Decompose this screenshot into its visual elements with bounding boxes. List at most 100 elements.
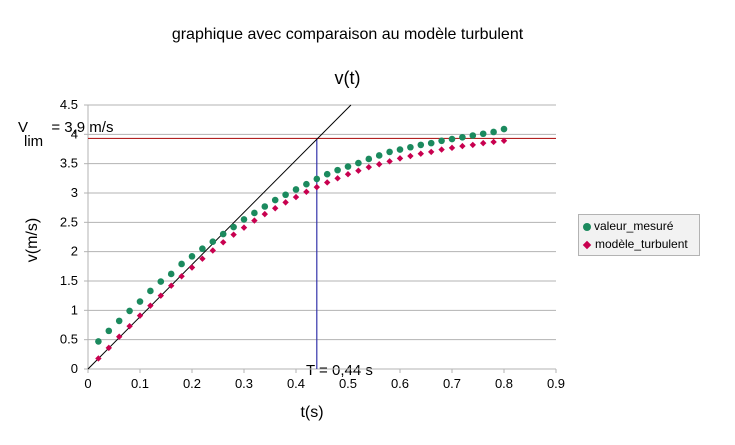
- point-modele-turbulent: [334, 175, 341, 182]
- point-valeur-mesure: [438, 137, 445, 145]
- x-tick-label: 0.3: [235, 376, 253, 391]
- legend-label-measured: valeur_mesuré: [594, 219, 674, 233]
- point-modele-turbulent: [157, 292, 164, 299]
- point-valeur-mesure: [344, 163, 352, 170]
- tangent-line: [87, 104, 352, 370]
- point-modele-turbulent: [376, 161, 383, 168]
- point-modele-turbulent: [344, 171, 352, 178]
- point-modele-turbulent: [428, 148, 435, 156]
- point-valeur-mesure: [448, 135, 456, 143]
- chart-title: v(t): [334, 68, 361, 88]
- point-valeur-mesure: [375, 152, 383, 159]
- point-modele-turbulent: [459, 142, 466, 150]
- point-modele-turbulent: [417, 150, 424, 157]
- point-valeur-mesure: [479, 130, 487, 138]
- vlim-value: = 3,9 m/s: [47, 119, 114, 136]
- point-modele-turbulent: [136, 312, 144, 319]
- point-modele-turbulent: [220, 239, 227, 246]
- point-modele-turbulent: [116, 333, 123, 340]
- point-valeur-mesure: [417, 141, 425, 149]
- point-valeur-mesure: [261, 203, 269, 210]
- point-modele-turbulent: [126, 322, 133, 330]
- legend-circle-icon: [583, 222, 591, 231]
- point-valeur-mesure: [386, 148, 393, 156]
- x-tick-label: 0.9: [547, 376, 565, 391]
- point-modele-turbulent: [240, 224, 248, 231]
- y-tick-label: 3.5: [60, 156, 78, 171]
- y-tick-label: 4: [71, 126, 78, 141]
- point-valeur-mesure: [126, 307, 133, 315]
- point-modele-turbulent: [178, 273, 185, 280]
- point-modele-turbulent: [448, 144, 456, 152]
- x-tick-label: 0: [84, 376, 91, 391]
- x-axis-label: t(s): [300, 404, 324, 421]
- vlim-subscript: lim: [24, 133, 44, 150]
- data-points: [95, 125, 508, 362]
- page-title: graphique avec comparaison au modèle tur…: [171, 26, 524, 43]
- point-valeur-mesure: [355, 159, 362, 167]
- x-tick-label: 0.6: [391, 376, 409, 391]
- point-valeur-mesure: [230, 223, 237, 231]
- grid-lines: [88, 104, 556, 341]
- point-valeur-mesure: [459, 133, 466, 141]
- point-valeur-mesure: [178, 260, 185, 268]
- annotation-lines: [87, 104, 556, 370]
- point-modele-turbulent: [324, 179, 331, 186]
- point-modele-turbulent: [168, 282, 175, 289]
- vlim-annotation: Vlim = 3,9 m/s: [18, 119, 114, 150]
- point-modele-turbulent: [303, 188, 310, 196]
- point-valeur-mesure: [251, 209, 258, 217]
- point-modele-turbulent: [95, 355, 102, 362]
- y-tick-label: 2: [71, 244, 78, 259]
- point-valeur-mesure: [427, 139, 435, 147]
- point-modele-turbulent: [292, 193, 300, 201]
- point-valeur-mesure: [188, 253, 196, 260]
- point-modele-turbulent: [188, 264, 196, 271]
- point-valeur-mesure: [240, 216, 248, 223]
- point-modele-turbulent: [386, 158, 393, 165]
- point-valeur-mesure: [271, 196, 279, 204]
- point-modele-turbulent: [469, 141, 476, 149]
- y-tick-label: 0: [71, 361, 78, 376]
- legend-item-turbulent: modèle_turbulent: [582, 235, 688, 253]
- y-tick-label: 1.5: [60, 273, 78, 288]
- y-tick-label: 2.5: [60, 214, 78, 229]
- point-valeur-mesure: [303, 180, 310, 188]
- point-modele-turbulent: [365, 163, 372, 171]
- point-modele-turbulent: [480, 139, 487, 147]
- point-valeur-mesure: [313, 175, 321, 183]
- point-modele-turbulent: [500, 137, 508, 144]
- legend-label-turbulent: modèle_turbulent: [595, 237, 688, 251]
- legend-diamond-icon: [582, 240, 592, 250]
- x-tick-label: 0.7: [443, 376, 461, 391]
- point-valeur-mesure: [157, 278, 165, 285]
- point-valeur-mesure: [115, 317, 123, 325]
- point-modele-turbulent: [251, 217, 258, 224]
- point-modele-turbulent: [355, 167, 362, 174]
- point-modele-turbulent: [230, 231, 237, 238]
- vlim-label: V: [18, 119, 29, 136]
- point-valeur-mesure: [95, 338, 102, 345]
- point-modele-turbulent: [396, 155, 404, 162]
- point-modele-turbulent: [105, 344, 112, 352]
- x-tick-label: 0.5: [339, 376, 357, 391]
- point-valeur-mesure: [407, 143, 414, 151]
- y-tick-label: 0.5: [60, 332, 78, 347]
- point-valeur-mesure: [147, 287, 154, 295]
- tick-labels: 0 0.5 1 1.5 2 2.5 3 3.5 4 4.5 0 0.1 0.2 0.3 0.4 0.5 0.6 0…: [60, 97, 565, 391]
- y-tick-label: 3: [71, 185, 78, 200]
- point-valeur-mesure: [469, 132, 477, 139]
- legend: valeur_mesuré modèle_turbulent: [578, 214, 700, 256]
- point-valeur-mesure: [105, 327, 113, 335]
- y-tick-label: 4.5: [60, 97, 78, 112]
- point-modele-turbulent: [272, 205, 279, 212]
- point-valeur-mesure: [282, 191, 289, 199]
- point-modele-turbulent: [438, 146, 445, 153]
- point-valeur-mesure: [365, 155, 373, 163]
- point-valeur-mesure: [167, 270, 175, 278]
- point-modele-turbulent: [199, 255, 206, 262]
- point-modele-turbulent: [407, 152, 414, 160]
- point-valeur-mesure: [199, 245, 206, 253]
- point-valeur-mesure: [500, 125, 508, 133]
